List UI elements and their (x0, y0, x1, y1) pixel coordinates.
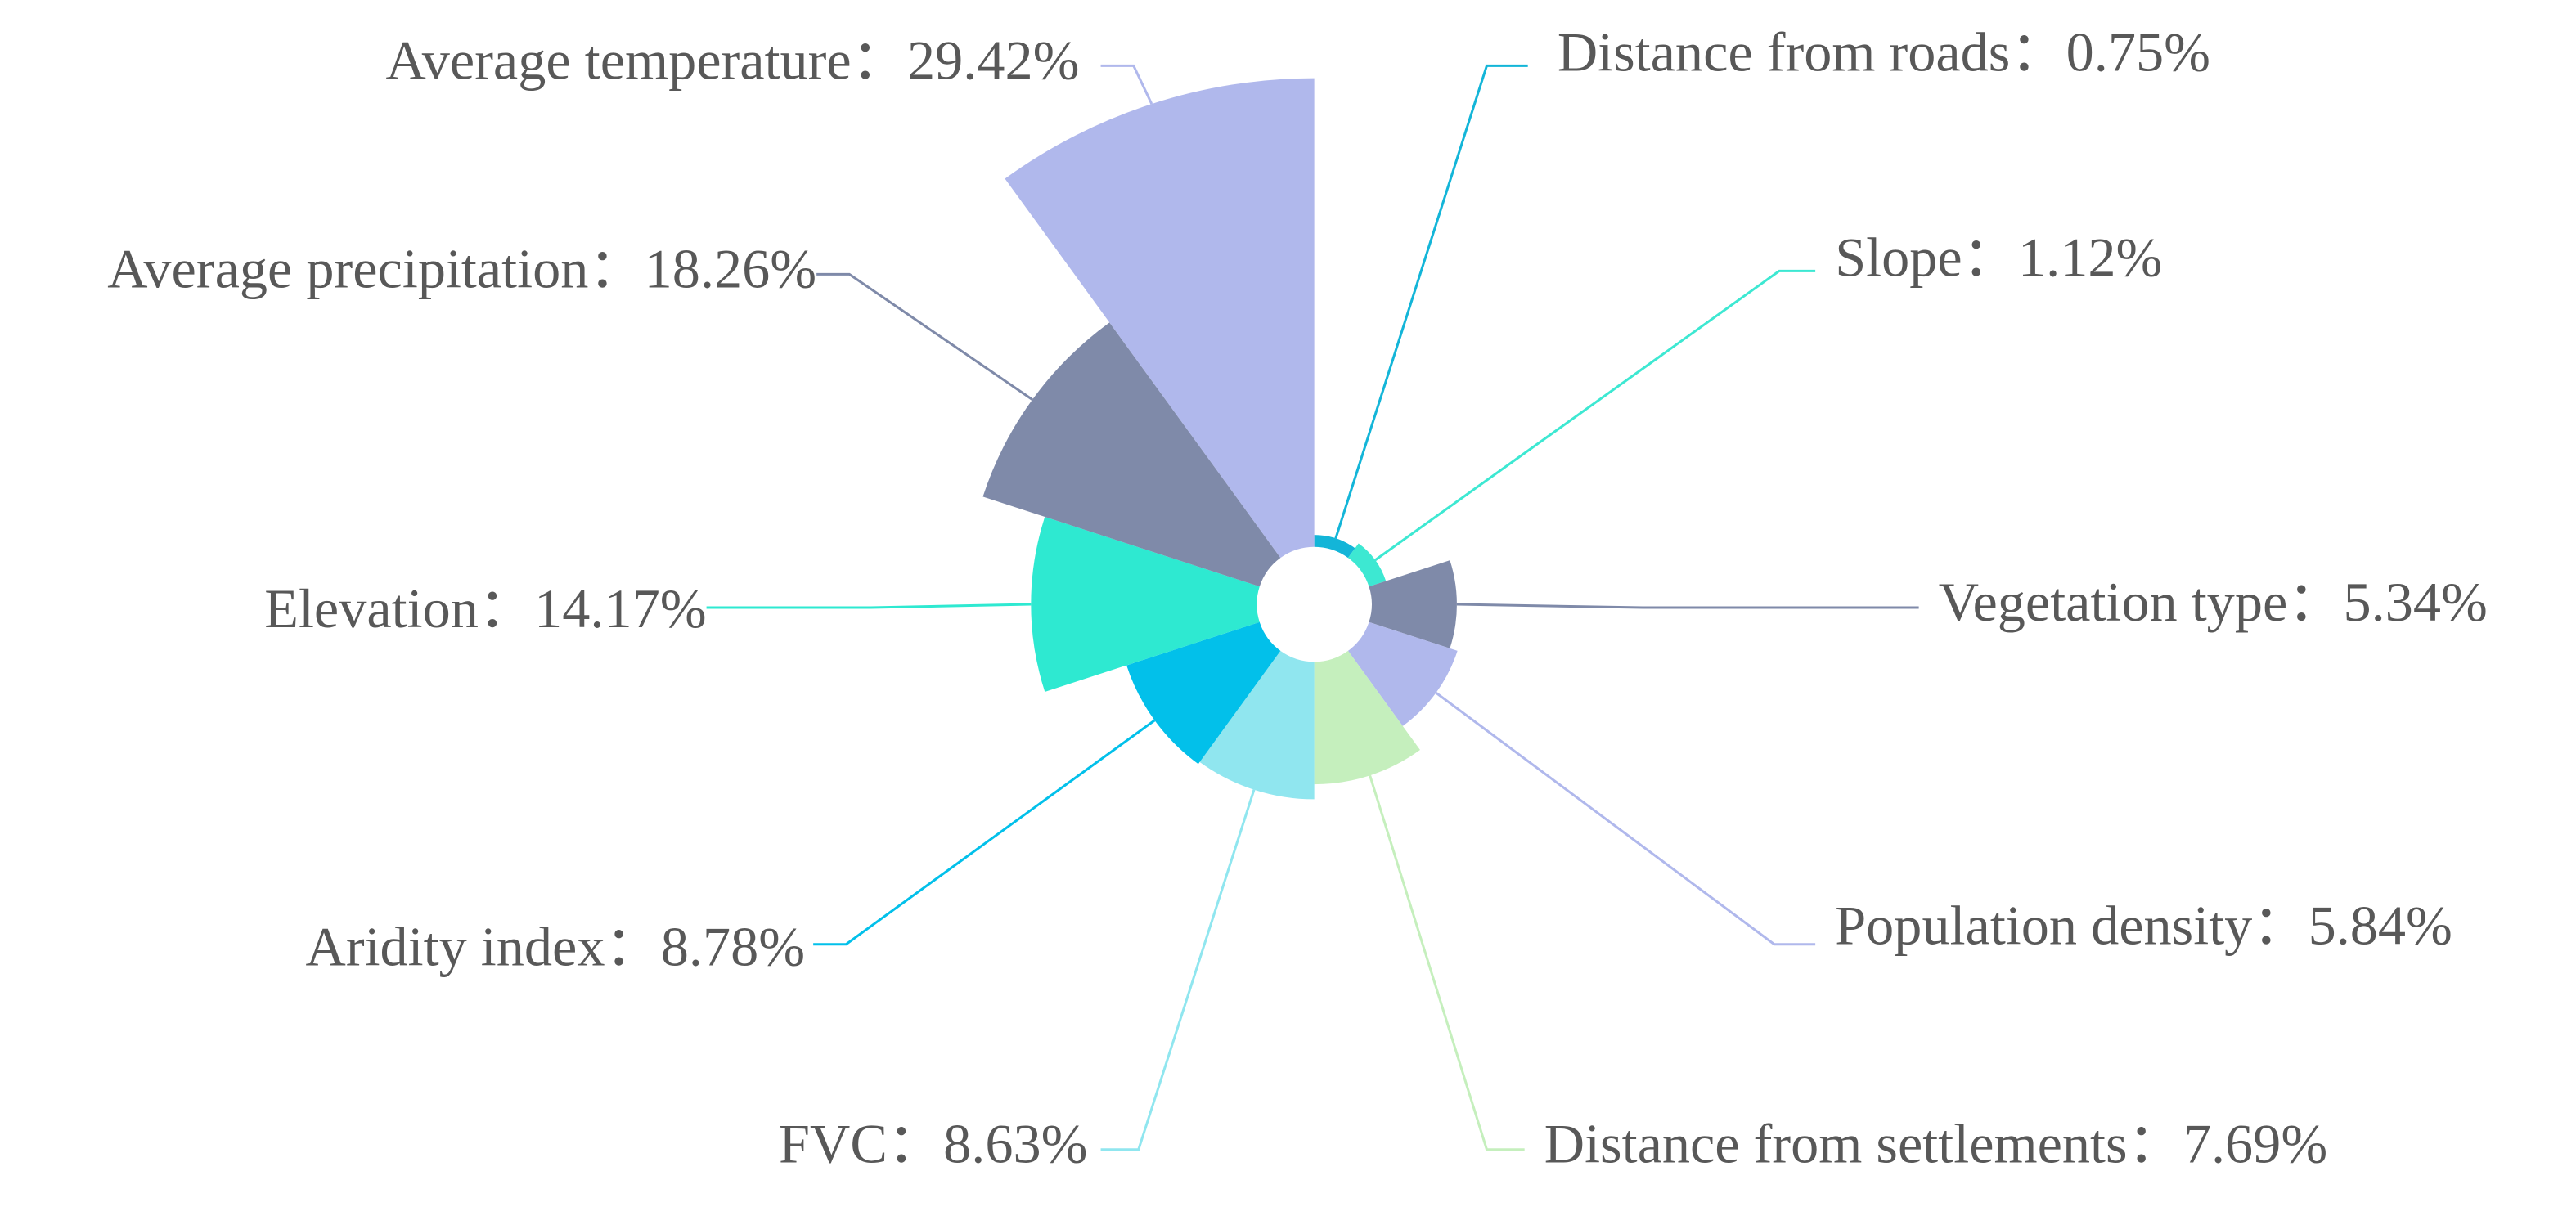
leader-line (1100, 789, 1256, 1151)
label-separator: ： (479, 577, 534, 639)
leader-line (1334, 64, 1528, 539)
leader-line (706, 603, 1032, 609)
label-name: Aridity index (306, 915, 605, 977)
label-separator: ： (2010, 20, 2066, 83)
label-separator: ： (888, 1112, 943, 1174)
label-name: Vegetation type (1939, 571, 2288, 633)
label-name: Average temperature (386, 29, 852, 91)
rose-slice (1347, 621, 1458, 726)
label-value: 5.84% (2309, 894, 2452, 956)
rose-slice (1347, 543, 1387, 587)
label-separator: ： (605, 915, 660, 977)
label-value: 8.78% (661, 915, 805, 977)
rose-slice (1199, 650, 1315, 800)
rose-slice (1031, 516, 1260, 693)
label-name: Slope (1835, 226, 1962, 288)
label-value: 18.26% (645, 237, 816, 299)
label-name: FVC (779, 1112, 888, 1174)
label-value: 0.75% (2066, 20, 2210, 83)
label-separator: ： (2128, 1112, 2183, 1174)
label-separator: ： (2252, 894, 2308, 956)
label-value: 1.12% (2018, 226, 2162, 288)
slice-label: Distance from roads：0.75% (1558, 20, 2210, 83)
label-separator: ： (1962, 226, 2018, 288)
slice-label: Vegetation type：5.34% (1939, 571, 2488, 633)
label-name: Average precipitation (107, 237, 588, 299)
slice-label: Average temperature：29.42% (386, 29, 1080, 91)
leader-line (813, 719, 1156, 946)
label-value: 29.42% (907, 29, 1079, 91)
rose-slice (982, 322, 1281, 587)
label-separator: ： (852, 29, 907, 91)
label-name: Elevation (264, 577, 479, 639)
rose-slice (1369, 560, 1457, 648)
label-separator: ： (2287, 571, 2343, 633)
slice-label: Slope：1.12% (1835, 226, 2162, 288)
rose-slice (1314, 650, 1420, 785)
label-value: 14.17% (534, 577, 706, 639)
slice-label: Distance from settlements：7.69% (1544, 1112, 2327, 1174)
label-value: 7.69% (2183, 1112, 2327, 1174)
label-value: 5.34% (2344, 571, 2488, 633)
leader-line (1435, 691, 1816, 946)
slice-label: Population density：5.84% (1835, 894, 2452, 956)
leader-line (816, 272, 1033, 401)
leader-line (1369, 774, 1525, 1151)
slice-label: FVC：8.63% (779, 1112, 1087, 1174)
label-name: Population density (1835, 894, 2252, 956)
rose-slice (1005, 78, 1315, 559)
leader-line (1100, 64, 1153, 105)
rose-slice (1314, 535, 1355, 559)
slice-label: Aridity index：8.78% (306, 915, 806, 977)
label-name: Distance from roads (1558, 20, 2011, 83)
label-separator: ： (588, 237, 644, 299)
rose-slice (1126, 621, 1281, 765)
slice-label: Elevation：14.17% (264, 577, 706, 639)
label-name: Distance from settlements (1544, 1112, 2128, 1174)
slice-label: Average precipitation：18.26% (107, 237, 816, 299)
leader-line (1374, 269, 1816, 562)
leader-line (1456, 603, 1919, 609)
label-value: 8.63% (943, 1112, 1087, 1174)
